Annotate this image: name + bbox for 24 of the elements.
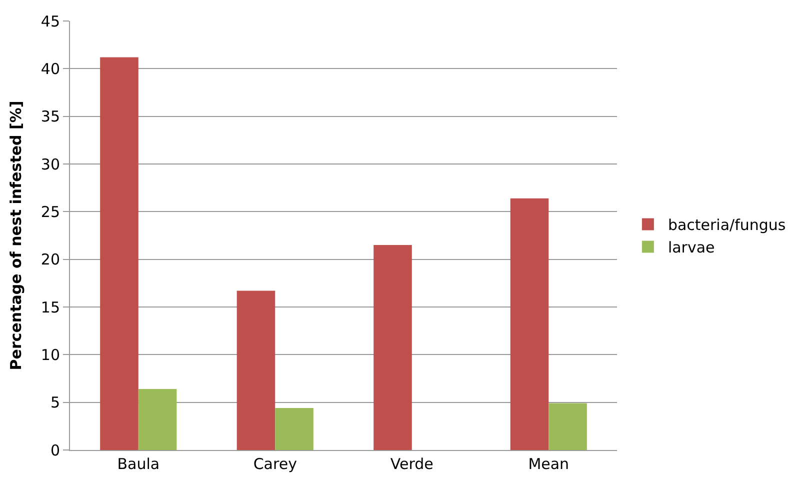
bar — [275, 408, 314, 450]
y-tick-label: 25 — [40, 202, 60, 221]
y-axis-title: Percentage of nest infested [%] — [7, 100, 26, 370]
x-tick-label: Verde — [390, 455, 434, 473]
bar — [374, 245, 412, 450]
y-tick-label: 0 — [50, 441, 60, 460]
y-tick-label: 20 — [40, 250, 60, 269]
y-tick-label: 30 — [40, 155, 60, 174]
y-tick-label: 35 — [40, 108, 60, 126]
y-tick-label: 5 — [50, 394, 60, 412]
bar — [138, 388, 177, 450]
x-tick-label: Carey — [253, 455, 298, 473]
bar — [236, 290, 276, 450]
bar — [510, 198, 549, 450]
y-tick-label: 10 — [40, 346, 60, 364]
bar — [100, 57, 138, 450]
legend-label: bacteria/fungus — [668, 216, 786, 234]
y-tick-label: 40 — [40, 60, 60, 78]
x-tick-label: Baula — [117, 455, 160, 473]
y-tick-label: 45 — [40, 12, 60, 30]
legend-label: larvae — [668, 238, 715, 257]
bar — [548, 403, 587, 450]
y-tick-label: 15 — [40, 298, 60, 316]
x-tick-label: Mean — [528, 455, 570, 473]
